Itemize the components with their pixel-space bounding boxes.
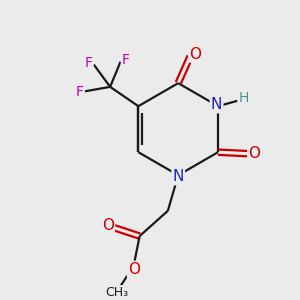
Text: O: O bbox=[248, 146, 260, 161]
Text: H: H bbox=[239, 92, 249, 105]
Text: F: F bbox=[122, 53, 130, 67]
Text: F: F bbox=[85, 56, 92, 70]
Text: N: N bbox=[211, 97, 222, 112]
Text: CH₃: CH₃ bbox=[105, 286, 128, 299]
Text: N: N bbox=[172, 169, 184, 184]
Text: F: F bbox=[76, 85, 83, 99]
Text: O: O bbox=[102, 218, 114, 233]
Text: O: O bbox=[189, 46, 201, 62]
Text: O: O bbox=[128, 262, 140, 277]
